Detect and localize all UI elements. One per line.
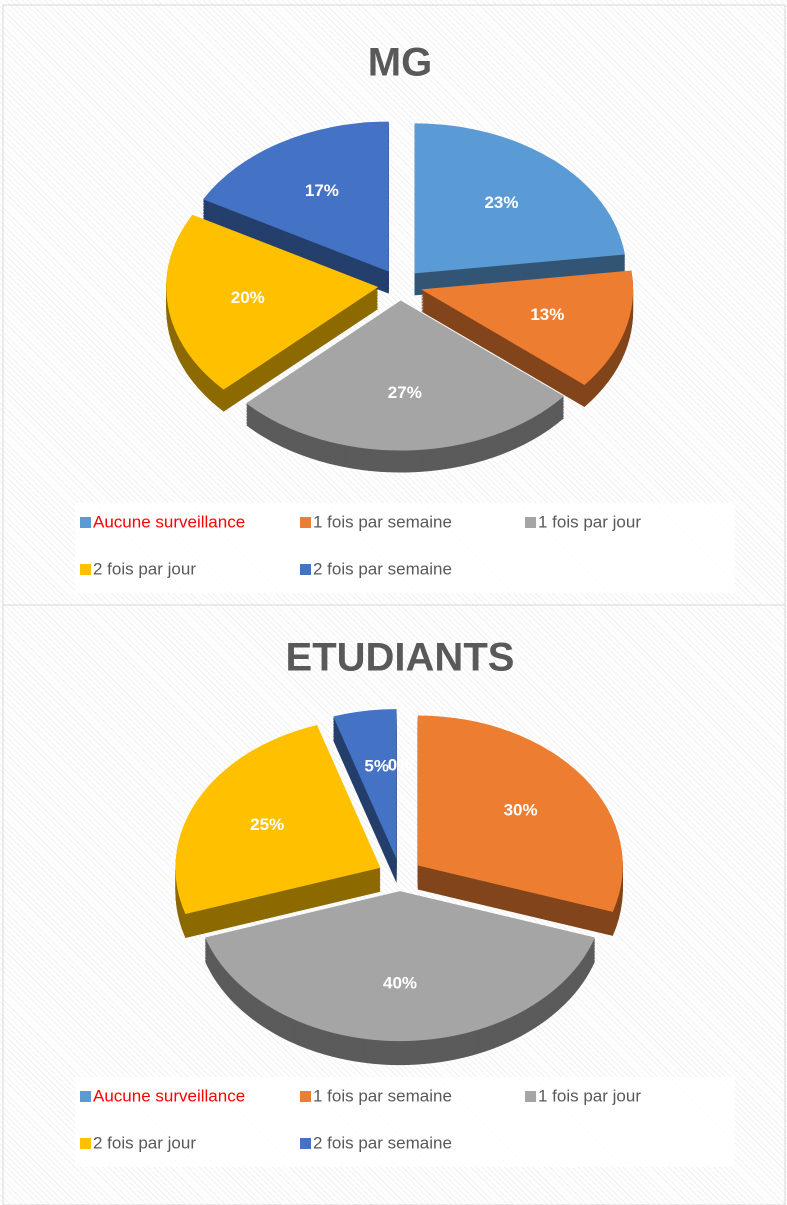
data-label: 5% [364, 757, 389, 776]
legend-box [75, 1077, 735, 1167]
data-label: 23% [484, 193, 518, 212]
chart-frame [2, 604, 786, 1205]
legend-label: 1 fois par semaine [313, 512, 452, 531]
legend-swatch [300, 1138, 311, 1149]
chart-title: ETUDIANTS [286, 636, 515, 680]
legend-swatch [300, 517, 311, 528]
data-label: 17% [305, 181, 339, 200]
data-label: 0% [388, 755, 413, 774]
data-label: 40% [383, 974, 417, 993]
data-label: 25% [250, 815, 284, 834]
slice [205, 891, 595, 1042]
legend-swatch [80, 1138, 91, 1149]
legend-swatch [80, 564, 91, 575]
slice [166, 214, 379, 390]
legend-label: 1 fois par semaine [313, 1086, 452, 1105]
legend-label: 2 fois par jour [93, 559, 196, 578]
legend-swatch [80, 517, 91, 528]
legend-label: 2 fois par semaine [313, 559, 452, 578]
legend-box [75, 503, 735, 593]
slice [175, 725, 381, 915]
legend-label: 2 fois par jour [93, 1133, 196, 1152]
legend-label: 2 fois par semaine [313, 1133, 452, 1152]
slice [246, 300, 565, 451]
legend-swatch [525, 1091, 536, 1102]
slice [333, 709, 397, 860]
legend-swatch [300, 1091, 311, 1102]
legend-label: 1 fois par jour [538, 1086, 641, 1105]
slice [421, 270, 634, 385]
slice [414, 123, 625, 274]
slice [203, 121, 389, 272]
data-label: 30% [504, 800, 538, 819]
data-label: 27% [388, 383, 422, 402]
slice [417, 715, 623, 912]
data-label: 20% [231, 288, 265, 307]
legend-swatch [300, 564, 311, 575]
legend-label: Aucune surveillance [93, 512, 245, 531]
legend-swatch [525, 517, 536, 528]
legend-swatch [80, 1091, 91, 1102]
legend-label: Aucune surveillance [93, 1086, 245, 1105]
chart-title: MG [368, 41, 432, 85]
data-label: 13% [530, 305, 564, 324]
legend-label: 1 fois par jour [538, 512, 641, 531]
